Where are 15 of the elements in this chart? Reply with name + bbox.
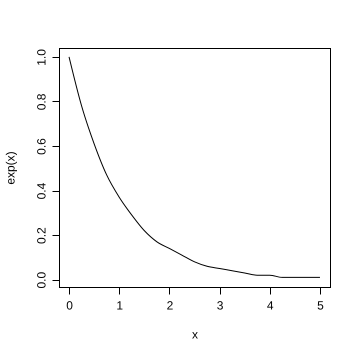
x-tick-label: 1 (116, 298, 124, 312)
y-tick-label: 1.0 (34, 48, 48, 66)
x-tick-label: 4 (266, 298, 274, 312)
y-axis-title: exp(x) (4, 151, 18, 185)
x-tick-label: 3 (216, 298, 224, 312)
x-axis-title: x (192, 328, 198, 342)
y-tick-label: 0.2 (34, 226, 48, 244)
x-tick-label: 2 (166, 298, 174, 312)
y-tick-label: 0.0 (34, 271, 48, 288)
y-tick-label: 0.6 (34, 138, 48, 155)
line-series (68, 56, 320, 278)
x-tick-label: 0 (66, 298, 74, 312)
x-tick-label: 5 (317, 298, 324, 312)
y-tick-label: 0.4 (34, 182, 48, 200)
y-tick-label: 0.8 (34, 93, 48, 110)
